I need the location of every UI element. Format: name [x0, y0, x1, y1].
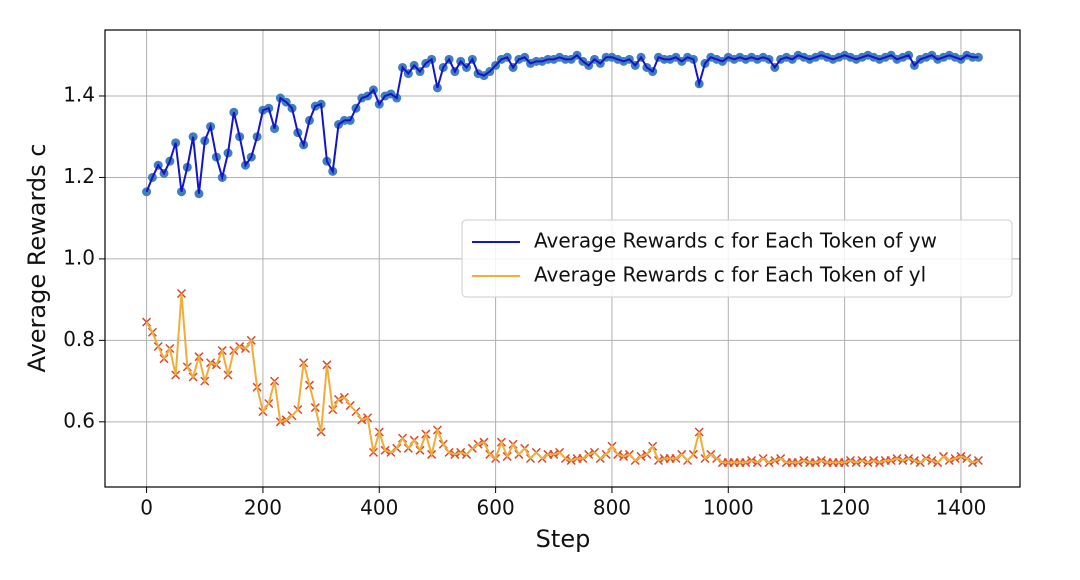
x-tick-label: 600 [477, 496, 515, 520]
x-tick-label: 800 [593, 496, 631, 520]
y-tick-label: 1.4 [63, 82, 95, 106]
series-line [145, 293, 979, 464]
legend-label: Average Rewards c for Each Token of yw [534, 229, 937, 253]
y-tick-label: 1.2 [63, 164, 95, 188]
x-tick-label: 0 [140, 496, 153, 520]
series-line [145, 53, 979, 194]
x-tick-label: 1200 [819, 496, 870, 520]
legend-box [461, 219, 1013, 298]
x-tick-label: 200 [244, 496, 282, 520]
y-tick-label: 0.8 [63, 327, 95, 351]
x-tick-label: 1400 [936, 496, 987, 520]
y-tick-label: 0.6 [63, 408, 95, 432]
y-tick-label: 1.0 [63, 245, 95, 269]
x-tick-label: 1000 [703, 496, 754, 520]
plot-frame [104, 29, 1021, 488]
y-axis-label: Average Rewards c [23, 144, 51, 373]
x-axis-label: Step [536, 525, 591, 553]
legend-label: Average Rewards c for Each Token of yl [534, 263, 926, 287]
x-tick-label: 400 [360, 496, 398, 520]
